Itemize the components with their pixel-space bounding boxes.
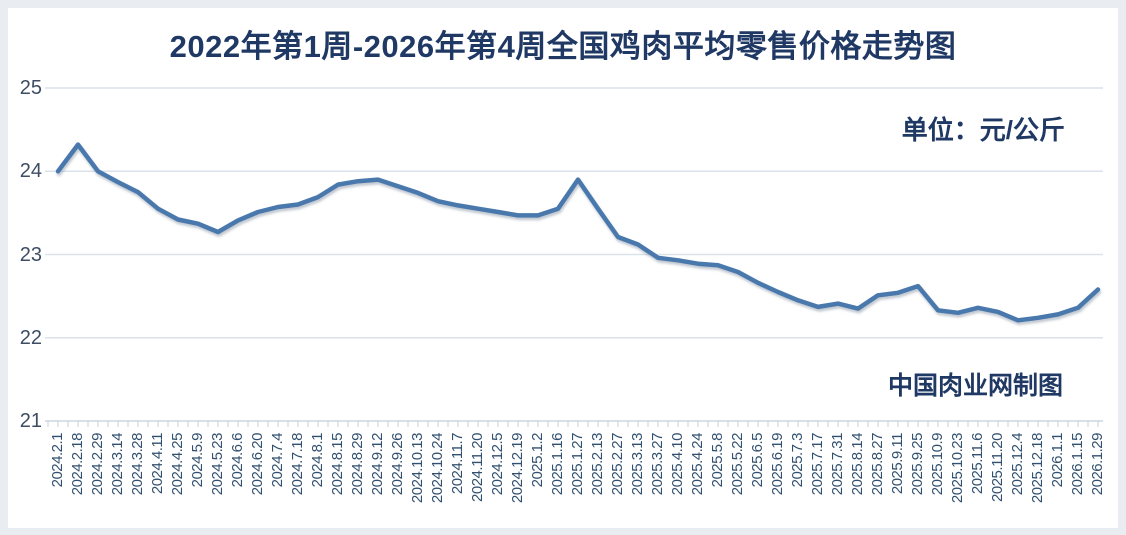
- x-tick-label: 2026.1.29: [1089, 433, 1106, 496]
- credit-label: 中国肉业网制图: [887, 372, 1063, 400]
- x-tick-label: 2024.12.19: [509, 433, 526, 504]
- x-tick-label: 2025.2.13: [589, 433, 606, 496]
- x-tick-label: 2025.5.22: [729, 433, 746, 496]
- x-tick-label: 2024.9.12: [369, 433, 386, 496]
- x-tick-label: 2024.7.18: [289, 433, 306, 496]
- x-tick-label: 2024.6.6: [229, 433, 246, 488]
- x-tick-label: 2025.10.23: [949, 433, 966, 504]
- x-tick-label: 2024.8.1: [309, 433, 326, 488]
- x-tick-label: 2025.5.8: [709, 433, 726, 488]
- x-tick-label: 2025.8.27: [869, 433, 886, 496]
- x-tick-label: 2025.4.24: [689, 433, 706, 496]
- x-tick-label: 2024.11.20: [469, 433, 486, 502]
- y-tick-label: 24: [19, 160, 42, 183]
- x-tick-label: 2025.1.2: [529, 433, 546, 488]
- x-tick-label: 2024.5.9: [189, 433, 206, 488]
- x-tick-label: 2024.2.18: [69, 433, 86, 496]
- x-tick-label: 2025.11.20: [989, 433, 1006, 502]
- x-tick-label: 2025.9.25: [909, 433, 926, 496]
- x-tick-label: 2026.1.15: [1069, 433, 1086, 496]
- y-tick-label: 23: [19, 243, 42, 266]
- x-tick-label: 2025.12.18: [1029, 433, 1046, 504]
- x-tick-label: 2024.3.28: [129, 433, 146, 496]
- price-line: [55, 142, 1101, 323]
- x-tick-label: 2025.1.27: [569, 433, 586, 496]
- x-tick-label: 2024.10.13: [409, 433, 426, 504]
- x-tick-label: 2025.3.13: [629, 433, 646, 496]
- x-tick-label: 2025.11.6: [969, 433, 986, 495]
- x-tick-label: 2024.4.25: [169, 433, 186, 496]
- x-tick-label: 2024.6.20: [249, 433, 266, 496]
- chart-title: 2022年第1周-2026年第4周全国鸡肉平均零售价格走势图: [169, 29, 957, 64]
- x-tick-label: 2025.6.19: [769, 433, 786, 496]
- x-tick-label: 2024.12.5: [489, 433, 506, 496]
- unit-label: 单位：元/公斤: [901, 115, 1065, 145]
- y-tick-label: 25: [19, 77, 42, 99]
- x-tick-label: 2025.10.9: [929, 433, 946, 496]
- chart-card: [8, 8, 1118, 528]
- x-tick-label: 2024.2.29: [89, 433, 106, 496]
- x-tick-label: 2026.1.1: [1049, 433, 1066, 488]
- x-tick-label: 2024.9.26: [389, 433, 406, 496]
- x-tick-label: 2025.6.5: [749, 433, 766, 488]
- x-tick-label: 2024.10.24: [429, 433, 446, 504]
- x-tick-label: 2024.5.23: [209, 433, 226, 496]
- x-tick-label: 2025.7.31: [829, 433, 846, 496]
- x-tick-label: 2024.8.29: [349, 433, 366, 496]
- x-tick-label: 2024.3.14: [109, 433, 126, 496]
- x-tick-label: 2025.7.17: [809, 433, 826, 496]
- x-tick-label: 2025.8.14: [849, 433, 866, 496]
- x-tick-label: 2025.7.3: [789, 433, 806, 488]
- x-tick-label: 2025.4.10: [669, 433, 686, 496]
- x-tick-label: 2025.3.27: [649, 433, 666, 496]
- x-tick-label: 2025.1.16: [549, 433, 566, 496]
- x-tick-label: 2024.7.4: [269, 433, 286, 488]
- y-tick-label: 21: [19, 410, 42, 432]
- x-tick-label: 2024.4.11: [149, 433, 166, 495]
- x-tick-label: 2024.8.15: [329, 433, 346, 496]
- x-tick-label: 2025.12.4: [1009, 433, 1026, 496]
- x-tick-label: 2024.2.1: [49, 433, 66, 488]
- x-tick-label: 2025.9.11: [889, 433, 906, 495]
- x-tick-label: 2024.11.7: [449, 433, 466, 495]
- x-tick-label: 2025.2.27: [609, 433, 626, 496]
- y-tick-label: 22: [19, 326, 42, 349]
